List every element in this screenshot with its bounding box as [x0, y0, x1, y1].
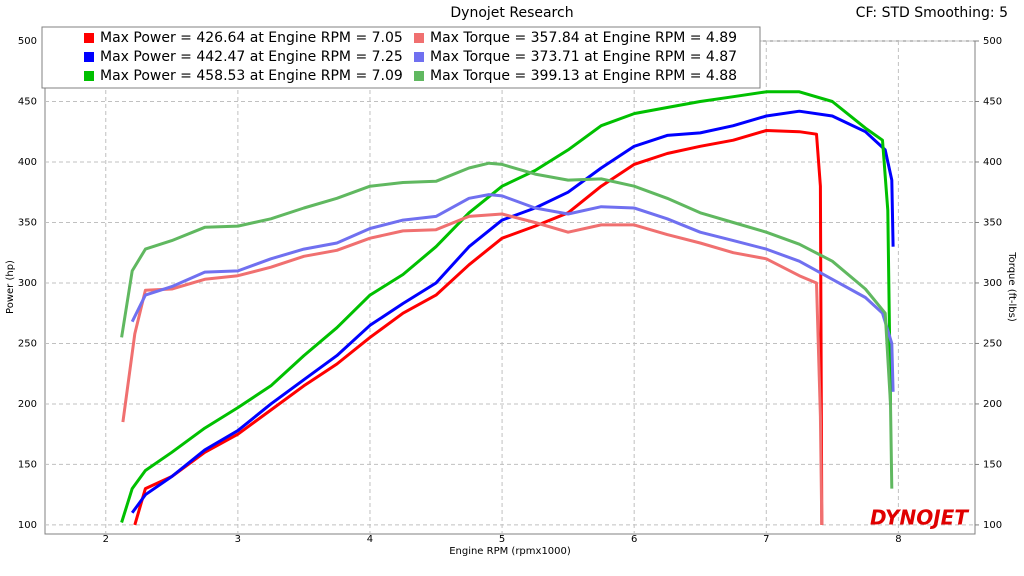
legend-swatch: [414, 52, 424, 62]
x-tick-label: 4: [367, 534, 373, 545]
header-right: CF: STD Smoothing: 5: [856, 5, 1008, 21]
series-line: [133, 129, 824, 526]
y2-axis-label: Torque (ft-lbs): [1006, 251, 1017, 322]
y2-tick-label: 450: [983, 96, 1002, 107]
legend-swatch: [84, 71, 94, 81]
logo: DYNOJET: [870, 506, 969, 530]
legend-box: [41, 26, 761, 89]
legend-label: Max Torque = 399.13 at Engine RPM = 4.88: [430, 68, 737, 84]
x-tick-label: 8: [895, 534, 901, 545]
series-line: [130, 193, 895, 392]
y-tick-label: 350: [18, 217, 37, 228]
chart-title: Dynojet Research: [450, 5, 573, 21]
legend-label: Max Torque = 357.84 at Engine RPM = 4.89: [430, 30, 737, 46]
legend-swatch: [84, 33, 94, 43]
legend-label: Max Power = 442.47 at Engine RPM = 7.25: [100, 49, 403, 65]
legend-label: Max Torque = 373.71 at Engine RPM = 4.87: [430, 49, 737, 65]
x-axis-label: Engine RPM (rpmx1000): [449, 546, 571, 557]
series-line: [120, 161, 894, 489]
legend-swatch: [414, 33, 424, 43]
x-tick-label: 7: [763, 534, 769, 545]
y-tick-label: 450: [18, 96, 37, 107]
plot-frame: [44, 40, 976, 535]
y-tick-label: 400: [18, 157, 37, 168]
series-line: [121, 212, 824, 525]
y2-tick-label: 500: [983, 36, 1002, 47]
x-tick-label: 3: [235, 534, 241, 545]
series-line: [120, 90, 892, 523]
y2-tick-label: 100: [983, 520, 1002, 531]
y2-tick-label: 200: [983, 399, 1002, 410]
y-tick-label: 150: [18, 459, 37, 470]
y2-tick-label: 250: [983, 338, 1002, 349]
legend-label: Max Power = 426.64 at Engine RPM = 7.05: [100, 30, 403, 46]
x-tick-label: 2: [103, 534, 109, 545]
y2-tick-label: 400: [983, 157, 1002, 168]
y2-tick-label: 300: [983, 278, 1002, 289]
y-tick-label: 100: [18, 520, 37, 531]
y2-tick-label: 350: [983, 217, 1002, 228]
y-tick-label: 500: [18, 36, 37, 47]
x-tick-label: 5: [499, 534, 505, 545]
y-tick-label: 300: [18, 278, 37, 289]
y2-tick-label: 150: [983, 459, 1002, 470]
x-tick-label: 6: [631, 534, 637, 545]
y-axis-label: Power (hp): [5, 260, 16, 314]
legend-swatch: [414, 71, 424, 81]
legend-swatch: [84, 52, 94, 62]
y-tick-label: 250: [18, 338, 37, 349]
y-tick-label: 200: [18, 399, 37, 410]
legend-label: Max Power = 458.53 at Engine RPM = 7.09: [100, 68, 403, 84]
lines: [120, 90, 895, 526]
legend: Max Power = 426.64 at Engine RPM = 7.05 M…: [84, 30, 737, 84]
